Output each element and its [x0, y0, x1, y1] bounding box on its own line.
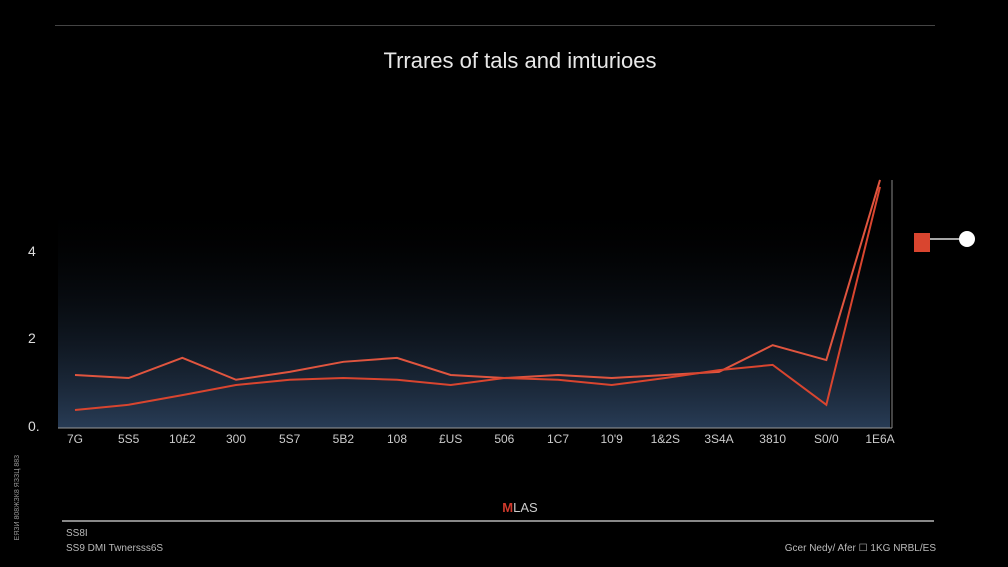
footer-top-left: SS8I: [66, 528, 88, 539]
y-tick-label: 0.: [28, 418, 40, 434]
x-tick-label: 1E6A: [865, 432, 895, 446]
footer-rule: [62, 520, 934, 522]
x-tick-label: 506: [494, 432, 515, 446]
x-tick-label: 1C7: [546, 432, 570, 446]
legend-marker-circle: [959, 231, 975, 247]
x-tick-label: 1&2S: [650, 432, 681, 446]
top-rule: [55, 25, 935, 26]
footer-left: SS9 DMI Twnersss6S: [66, 543, 164, 554]
legend: MLAS: [0, 500, 1008, 515]
x-tick-label: 7G: [66, 432, 84, 446]
plot-area-fill: [58, 200, 890, 428]
y-tick-label: 2: [28, 330, 36, 347]
x-tick-label: 108: [386, 432, 408, 446]
x-tick-label: 10'9: [600, 432, 623, 446]
x-tick-label: £US: [438, 432, 463, 446]
series-line-0: [74, 179, 881, 381]
y-tick-label: 4: [28, 242, 36, 259]
legend-label-marker: M: [502, 500, 514, 515]
x-tick-label: 5S5: [117, 432, 140, 446]
x-tick-label: 5S7: [278, 432, 301, 446]
legend-label: LAS: [513, 500, 538, 515]
footer-right: Gcer Nedy/ Afer ☐ 1KG NRBL/ES: [784, 543, 936, 554]
legend-marker-red: [914, 233, 930, 252]
x-tick-label: S0/0: [813, 432, 839, 446]
chart-title: Trrares of tals and imturioes: [383, 48, 657, 73]
x-tick-label: 5B2: [332, 432, 355, 446]
x-tick-label: 300: [225, 432, 247, 446]
side-text: ЕЯЗИ 808ЖЗК8 ЯЗЗЦ 883: [14, 455, 21, 541]
x-tick-label: 3S4A: [704, 432, 734, 446]
x-tick-label: 3810: [759, 432, 787, 446]
series-line-1: [74, 186, 881, 412]
x-tick-label: 10£2: [168, 432, 196, 446]
